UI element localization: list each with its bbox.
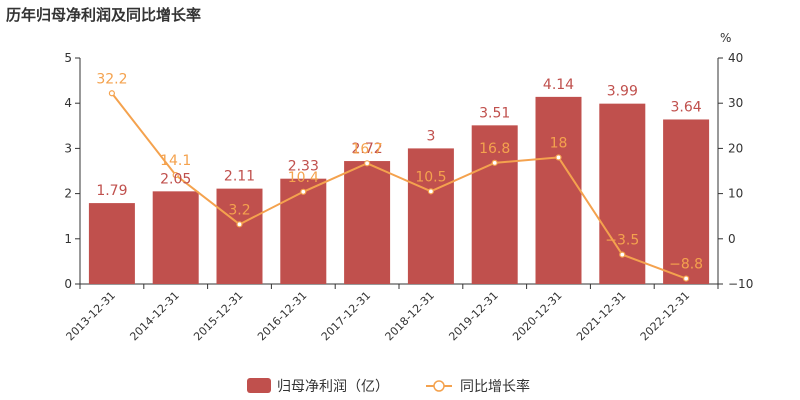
left-tick-label: 1 — [64, 232, 72, 246]
bar-value-label: 2.72 — [352, 141, 383, 157]
legend-swatch-point — [433, 380, 445, 392]
right-tick-label: −10 — [728, 277, 753, 291]
x-tick-label: 2022-12-31 — [638, 289, 692, 343]
bar — [280, 178, 327, 284]
left-tick-label: 4 — [64, 96, 72, 110]
x-tick-label: 2019-12-31 — [446, 289, 500, 343]
right-tick-label: 20 — [728, 141, 743, 155]
legend-swatch-bar — [247, 378, 271, 393]
bar — [88, 203, 135, 284]
growth-value-label: 16.8 — [479, 141, 510, 157]
growth-line — [111, 92, 687, 280]
x-tick-label: 2020-12-31 — [510, 289, 564, 343]
growth-value-label: 32.2 — [96, 71, 127, 87]
legend-label-line: 同比增长率 — [460, 378, 530, 395]
growth-value-label: −8.8 — [669, 257, 703, 273]
x-tick-label: 2016-12-31 — [255, 289, 309, 343]
bar-value-label: 1.79 — [96, 183, 127, 199]
growth-line-layer — [108, 90, 690, 282]
growth-value-label: 16.7 — [352, 141, 383, 157]
left-tick-label: 2 — [64, 187, 72, 201]
growth-point — [108, 90, 116, 97]
growth-point — [555, 154, 562, 161]
legend: 归母净利润（亿） 同比增长率 — [247, 378, 530, 395]
growth-point — [172, 171, 179, 179]
bar-value-label: 3.51 — [479, 105, 510, 121]
bar — [471, 125, 518, 285]
growth-value-label: 18 — [550, 135, 568, 151]
growth-point — [300, 188, 307, 195]
right-tick-label: 0 — [728, 232, 736, 246]
left-tick-label: 5 — [64, 51, 72, 65]
x-tick-label: 2017-12-31 — [319, 289, 373, 343]
bar — [216, 188, 263, 284]
right-tick-label: 40 — [728, 51, 743, 65]
growth-point — [491, 159, 498, 166]
growth-point — [619, 251, 626, 258]
bar-value-label: 2.33 — [288, 159, 319, 175]
bar-value-label: 2.11 — [224, 169, 255, 185]
growth-value-label: 10.5 — [415, 169, 446, 185]
growth-value-label: −3.5 — [605, 233, 639, 249]
right-tick-label: 30 — [728, 96, 743, 110]
bar-value-label: 4.14 — [543, 77, 574, 93]
growth-point — [682, 275, 690, 282]
x-tick-label: 2018-12-31 — [383, 289, 437, 343]
data-labels: 1.79 2.05 2.11 2.33 2.72 3 3.51 4.14 3.99 3.64 32.… — [96, 71, 703, 272]
x-tick-label: 2014-12-31 — [127, 289, 181, 343]
x-tick-label: 2015-12-31 — [191, 289, 245, 343]
bar — [663, 119, 710, 284]
bar-value-label: 2.05 — [160, 171, 191, 187]
growth-value-label: 3.2 — [228, 202, 250, 218]
growth-point — [236, 221, 243, 228]
left-tick-label: 0 — [64, 277, 72, 291]
bar-value-label: 3.99 — [607, 84, 638, 100]
bar-value-label: 3.64 — [671, 99, 702, 115]
growth-value-label: 10.4 — [288, 170, 319, 186]
bar — [344, 161, 391, 284]
bar — [407, 148, 454, 284]
x-tick-label: 2013-12-31 — [64, 289, 118, 343]
bar-value-label: 3 — [426, 128, 435, 144]
growth-value-label: 14.1 — [160, 153, 191, 169]
growth-point — [427, 188, 434, 195]
chart-title: 历年归母净利润及同比增长率 — [6, 6, 202, 24]
right-axis-unit: % — [720, 31, 731, 45]
legend-label-bar: 归母净利润（亿） — [277, 378, 389, 395]
left-tick-label: 3 — [64, 141, 72, 155]
growth-point — [364, 160, 371, 167]
x-tick-label: 2021-12-31 — [574, 289, 628, 343]
bars — [88, 96, 710, 285]
right-tick-label: 10 — [728, 187, 743, 201]
bar — [535, 96, 582, 284]
bar — [152, 191, 199, 284]
